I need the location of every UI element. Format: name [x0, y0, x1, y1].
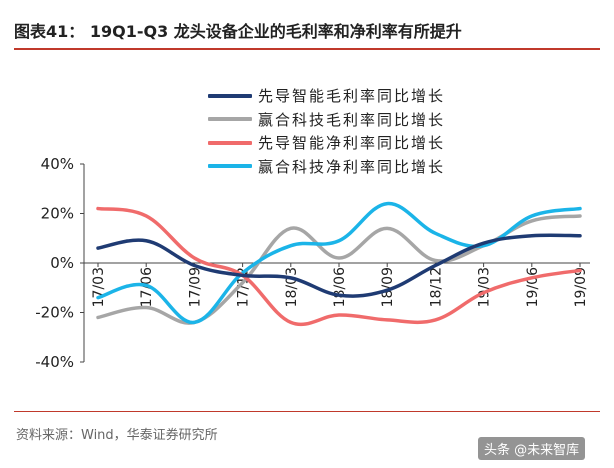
- x-tick-label: 19/06: [525, 267, 541, 307]
- legend-item: 赢合科技毛利率同比增长: [208, 108, 445, 132]
- watermark: 头条 @未来智库: [478, 437, 586, 460]
- series-line-2: [96, 206, 582, 327]
- legend-swatch: [208, 117, 252, 122]
- x-tick-label: 17/09: [187, 267, 203, 307]
- legend-swatch: [208, 140, 252, 145]
- x-tick-label: 19/09: [573, 267, 589, 307]
- series-line-0: [96, 233, 582, 298]
- source-note: 资料来源：Wind，华泰证券研究所: [16, 428, 218, 443]
- legend-swatch: [208, 93, 252, 98]
- y-tick-label: 0%: [50, 254, 74, 272]
- x-tick-label: 18/09: [380, 267, 396, 307]
- x-tick-label: 18/12: [428, 267, 444, 307]
- y-tick-label: -40%: [35, 353, 74, 371]
- y-tick-label: 20%: [41, 205, 74, 223]
- footer-rule: [14, 411, 600, 412]
- legend-label: 赢合科技毛利率同比增长: [258, 110, 446, 129]
- chart-title: 图表41： 19Q1-Q3 龙头设备企业的毛利率和净利率有所提升: [14, 22, 462, 41]
- legend-item: 赢合科技净利率同比增长: [208, 155, 445, 179]
- x-tick-label: 19/03: [477, 267, 493, 307]
- header-rule: [14, 48, 600, 50]
- chart-header: 图表41： 19Q1-Q3 龙头设备企业的毛利率和净利率有所提升: [14, 18, 600, 46]
- x-tick-label: 17/03: [91, 267, 107, 307]
- legend-swatch: [208, 164, 252, 169]
- legend-label: 先导智能净利率同比增长: [258, 134, 446, 153]
- x-tick-label: 18/03: [284, 267, 300, 307]
- x-tick-label: 18/06: [332, 267, 348, 307]
- y-tick-label: 40%: [41, 155, 74, 173]
- legend-item: 先导智能净利率同比增长: [208, 131, 445, 155]
- y-tick-label: -20%: [35, 304, 74, 322]
- legend-item: 先导智能毛利率同比增长: [208, 84, 445, 108]
- chart-legend: 先导智能毛利率同比增长 赢合科技毛利率同比增长 先导智能净利率同比增长 赢合科技净利率…: [208, 84, 445, 178]
- legend-label: 先导智能毛利率同比增长: [258, 87, 446, 106]
- legend-label: 赢合科技净利率同比增长: [258, 157, 446, 176]
